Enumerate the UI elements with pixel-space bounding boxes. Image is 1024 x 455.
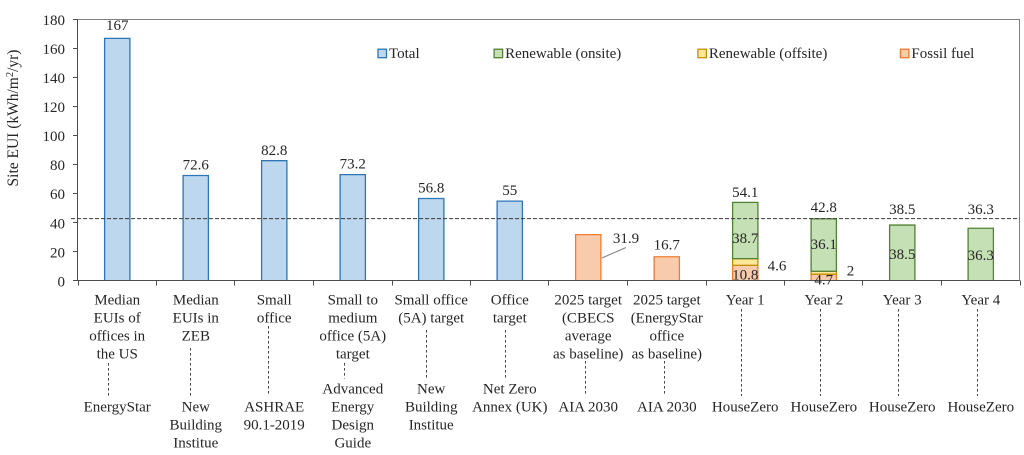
svg-text:target: target xyxy=(493,310,528,326)
svg-text:140: 140 xyxy=(43,71,66,87)
svg-text:offices in: offices in xyxy=(89,328,145,344)
svg-text:Energy: Energy xyxy=(331,399,375,415)
svg-text:office (5A): office (5A) xyxy=(319,328,386,344)
svg-text:167: 167 xyxy=(106,18,129,34)
svg-text:EUIs in: EUIs in xyxy=(173,310,220,326)
svg-text:Median: Median xyxy=(173,292,219,308)
svg-text:Small office: Small office xyxy=(394,292,468,308)
svg-text:Fossil fuel: Fossil fuel xyxy=(911,46,974,62)
svg-text:New: New xyxy=(417,381,445,397)
svg-text:Total: Total xyxy=(389,46,420,62)
svg-text:40: 40 xyxy=(50,216,65,232)
svg-text:Renewable (offsite): Renewable (offsite) xyxy=(709,46,827,62)
svg-text:(CBECS: (CBECS xyxy=(562,310,615,326)
svg-text:AIA 2030: AIA 2030 xyxy=(558,399,618,415)
svg-text:80: 80 xyxy=(50,158,65,174)
svg-text:EUIs of: EUIs of xyxy=(94,310,141,326)
svg-text:HouseZero: HouseZero xyxy=(790,399,857,415)
svg-text:Year 1: Year 1 xyxy=(726,292,765,308)
svg-text:Small to: Small to xyxy=(328,292,378,308)
svg-text:Year 3: Year 3 xyxy=(883,292,922,308)
svg-text:Renewable (onsite): Renewable (onsite) xyxy=(505,46,621,62)
svg-text:120: 120 xyxy=(43,100,66,116)
svg-text:60: 60 xyxy=(50,187,65,203)
svg-text:Year 2: Year 2 xyxy=(804,292,843,308)
svg-text:Site EUI (kWh/m2/yr): Site EUI (kWh/m2/yr) xyxy=(5,50,22,187)
svg-text:56.8: 56.8 xyxy=(418,180,444,196)
svg-text:target: target xyxy=(336,346,371,362)
svg-text:55: 55 xyxy=(502,183,517,199)
svg-text:average: average xyxy=(565,328,612,344)
svg-text:HouseZero: HouseZero xyxy=(947,399,1014,415)
svg-text:4.6: 4.6 xyxy=(768,259,787,275)
svg-text:160: 160 xyxy=(43,42,66,58)
svg-text:4.7: 4.7 xyxy=(814,272,833,288)
svg-text:10.8: 10.8 xyxy=(732,268,758,284)
svg-text:Advanced: Advanced xyxy=(322,381,383,397)
svg-text:(EnergyStar: (EnergyStar xyxy=(631,310,703,326)
svg-text:ZEB: ZEB xyxy=(182,328,210,344)
svg-text:20: 20 xyxy=(50,245,65,261)
svg-text:Guide: Guide xyxy=(334,435,371,451)
svg-text:Net Zero: Net Zero xyxy=(483,381,537,397)
svg-text:82.8: 82.8 xyxy=(261,143,287,159)
svg-text:the US: the US xyxy=(97,346,138,362)
svg-text:Year 4: Year 4 xyxy=(961,292,1000,308)
svg-text:HouseZero: HouseZero xyxy=(869,399,936,415)
svg-text:EnergyStar: EnergyStar xyxy=(84,399,151,415)
svg-text:Office: Office xyxy=(491,292,529,308)
svg-text:180: 180 xyxy=(43,13,66,29)
svg-text:38.7: 38.7 xyxy=(732,231,759,247)
svg-text:office: office xyxy=(257,310,292,326)
svg-text:31.9: 31.9 xyxy=(613,231,639,247)
svg-text:Design: Design xyxy=(332,417,375,433)
svg-text:2025 target: 2025 target xyxy=(554,292,622,308)
svg-text:72.6: 72.6 xyxy=(183,157,210,173)
svg-text:Building: Building xyxy=(405,399,458,415)
svg-text:73.2: 73.2 xyxy=(340,157,366,173)
svg-text:38.5: 38.5 xyxy=(889,247,915,263)
svg-text:as baseline): as baseline) xyxy=(553,346,623,362)
svg-text:36.3: 36.3 xyxy=(968,248,994,264)
svg-text:0: 0 xyxy=(58,274,66,290)
svg-text:90.1-2019: 90.1-2019 xyxy=(244,417,305,433)
svg-text:2: 2 xyxy=(847,264,855,280)
svg-text:36.1: 36.1 xyxy=(811,237,837,253)
svg-text:54.1: 54.1 xyxy=(732,185,758,201)
svg-text:36.3: 36.3 xyxy=(968,202,994,218)
svg-text:(5A) target: (5A) target xyxy=(398,310,465,326)
svg-text:100: 100 xyxy=(43,129,66,145)
svg-text:medium: medium xyxy=(328,310,377,326)
svg-text:AIA 2030: AIA 2030 xyxy=(637,399,697,415)
svg-text:Building: Building xyxy=(170,417,223,433)
svg-text:as baseline): as baseline) xyxy=(632,346,702,362)
svg-text:Annex (UK): Annex (UK) xyxy=(472,399,547,415)
svg-text:2025 target: 2025 target xyxy=(633,292,701,308)
svg-text:Institue: Institue xyxy=(409,417,454,433)
svg-text:Small: Small xyxy=(257,292,292,308)
svg-text:16.7: 16.7 xyxy=(654,238,681,254)
svg-text:38.5: 38.5 xyxy=(889,202,915,218)
svg-text:42.8: 42.8 xyxy=(811,200,837,216)
svg-text:Median: Median xyxy=(94,292,140,308)
svg-text:HouseZero: HouseZero xyxy=(712,399,779,415)
svg-text:office: office xyxy=(649,328,684,344)
svg-text:Institue: Institue xyxy=(173,435,218,451)
svg-text:New: New xyxy=(182,399,210,415)
svg-text:ASHRAE: ASHRAE xyxy=(244,399,304,415)
